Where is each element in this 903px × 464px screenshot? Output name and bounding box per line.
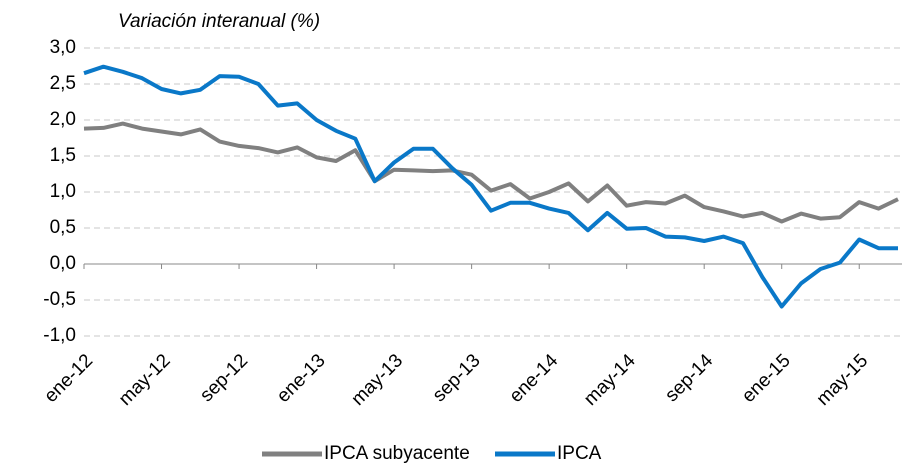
y-tick-label: 1,5 [50,145,76,166]
x-tick-label: sep-12 [196,350,252,406]
legend-label: IPCA [557,443,602,464]
x-tick-label: sep-14 [661,350,717,406]
y-tick-label: 1,0 [50,181,76,202]
chart-title: Variación interanual (%) [118,11,320,32]
legend-label: IPCA subyacente [324,443,470,464]
y-tick-label: 3,0 [50,37,76,58]
y-tick-label: -1,0 [43,325,76,346]
x-tick-label: ene-12 [40,350,97,407]
x-tick-label: ene-14 [506,350,563,407]
x-tick-label: ene-13 [273,350,330,407]
x-tick-label: sep-13 [429,350,485,406]
y-tick-label: 0,0 [50,253,76,274]
y-tick-label: 0,5 [50,217,76,238]
y-tick-label: 2,5 [50,73,76,94]
x-tick-label: may-14 [580,350,640,410]
x-tick-label: ene-15 [738,350,795,407]
x-tick-label: may-12 [115,350,175,410]
series-line [83,64,898,309]
y-tick-label: -0,5 [43,289,76,310]
series-line [83,121,899,224]
x-tick-label: may-15 [813,350,873,410]
y-tick-label: 2,0 [50,109,76,130]
x-tick-label: may-13 [348,350,408,410]
